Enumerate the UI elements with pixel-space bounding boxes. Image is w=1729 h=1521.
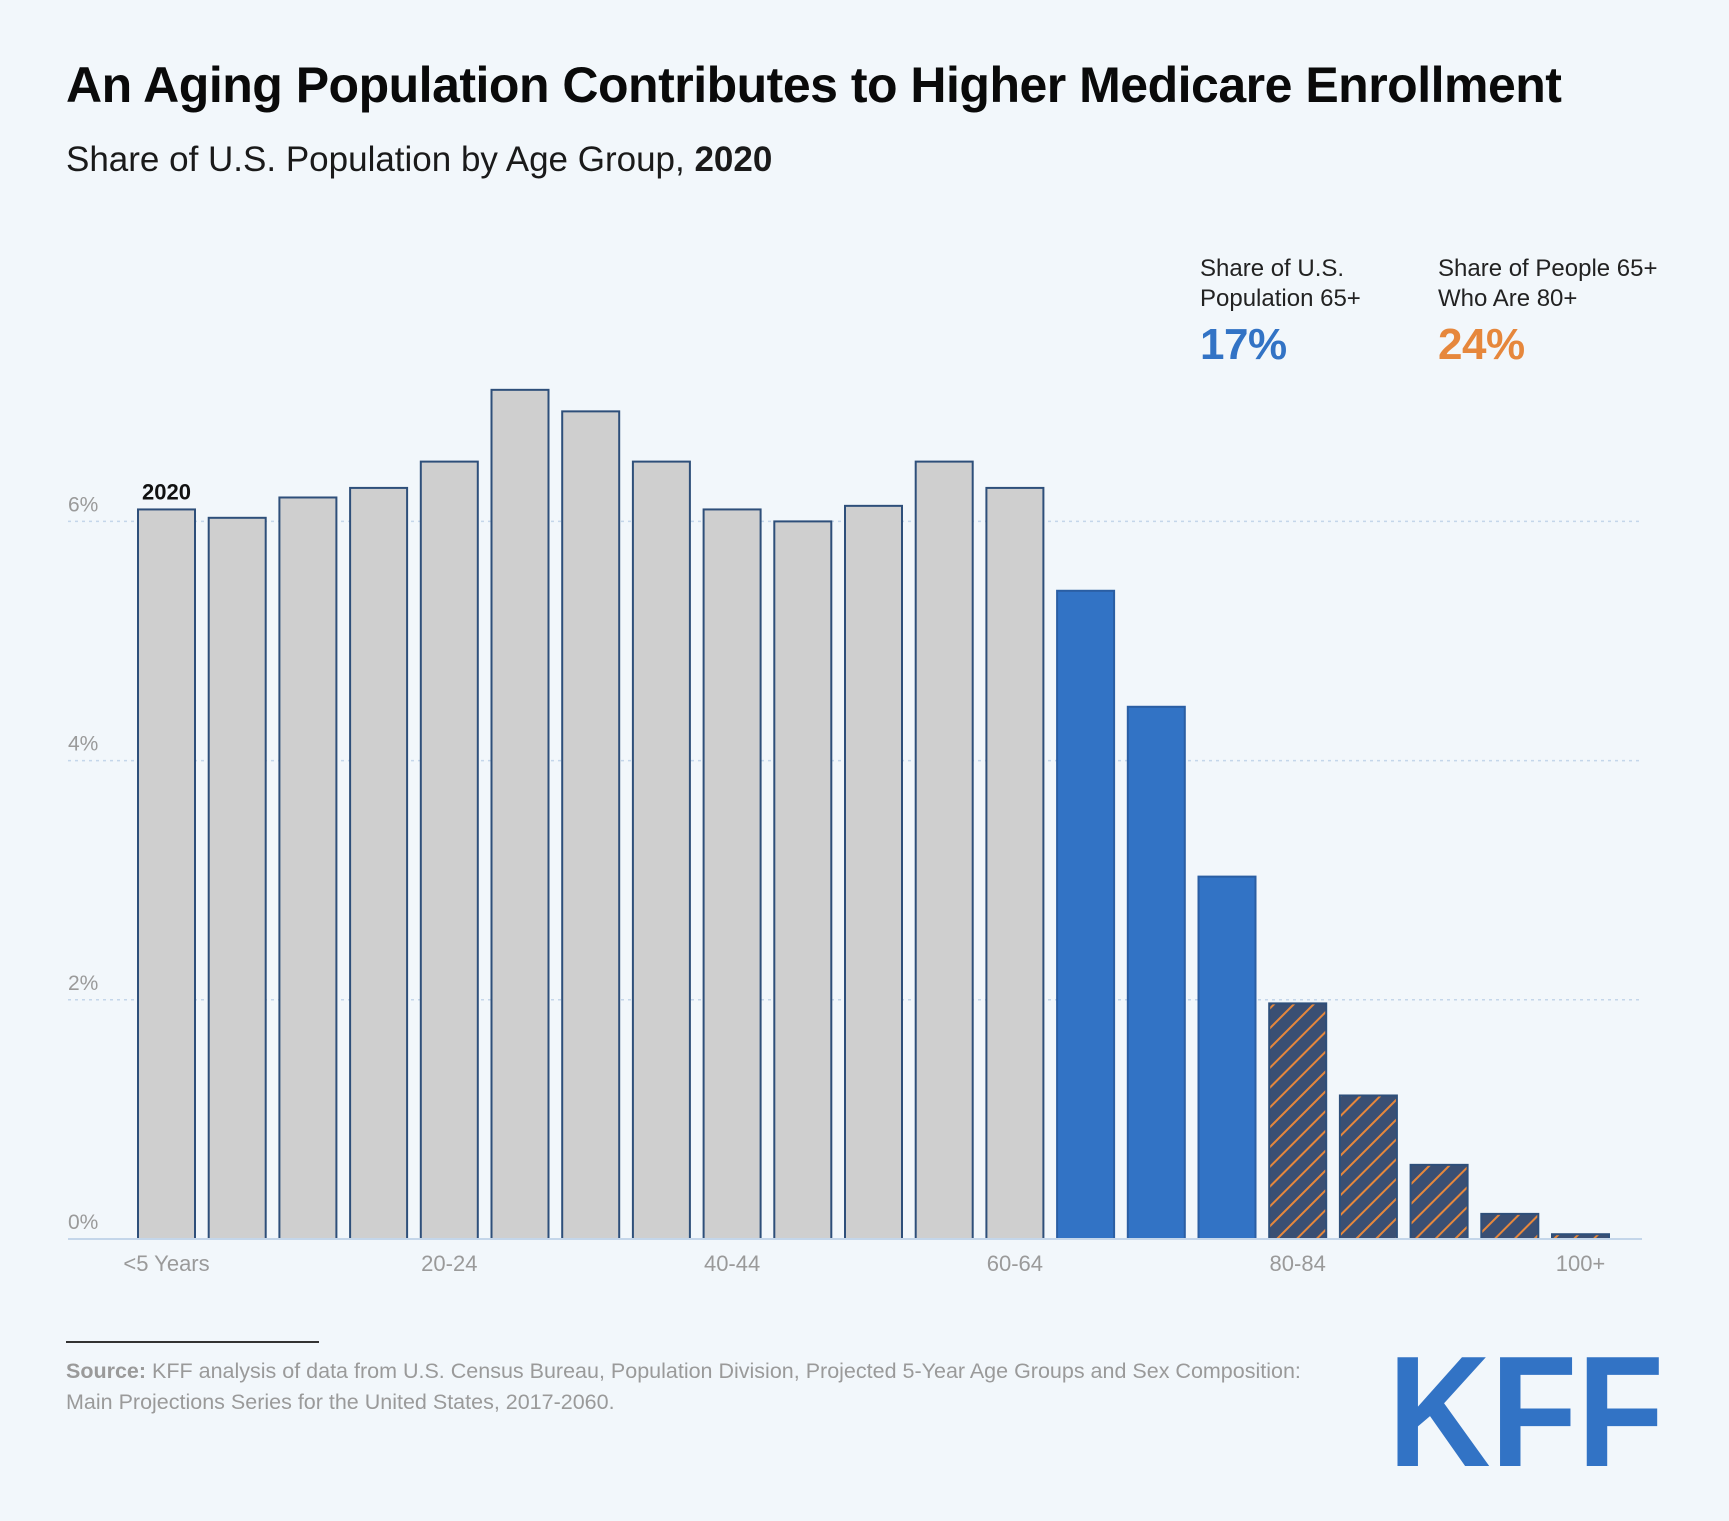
subtitle-text: Share of U.S. Population by Age Group, [66, 140, 695, 179]
y-tick-label: 4% [68, 733, 98, 756]
x-tick-label: 20-24 [421, 1251, 477, 1276]
stat-label: Share of U.S. Population 65+ [1200, 255, 1361, 312]
chart-subtitle: Share of U.S. Population by Age Group, 2… [66, 140, 772, 180]
bar-85-89 [1338, 1094, 1398, 1240]
y-tick-label: 2% [68, 972, 98, 995]
x-tick-label: 100+ [1556, 1251, 1606, 1276]
bar-30-34 [561, 410, 621, 1241]
kff-logo-text: KFF [1388, 1350, 1664, 1474]
bar-10-14 [278, 496, 338, 1241]
bar-25-29 [490, 388, 550, 1240]
gridlines [68, 520, 1642, 1001]
x-tick-label: <5 Years [123, 1251, 209, 1276]
bar-20-24 [419, 460, 479, 1241]
stat-population-65plus: Share of U.S. Population 65+ 17% [1200, 254, 1361, 370]
bar-chart: 0% 2% 4% 6% 2020 <5 Years 20-24 40-44 60-64 80-… [68, 388, 1642, 1276]
bar-55-59 [914, 460, 974, 1241]
bar-75-79 [1197, 875, 1257, 1240]
bar-annotation: 2020 [142, 479, 191, 504]
bar-80-84 [1268, 1002, 1328, 1240]
x-axis-labels: <5 Years 20-24 40-44 60-64 80-84 100+ [123, 1251, 1605, 1276]
bar-70-74 [1126, 705, 1186, 1240]
bar-15-19 [349, 486, 409, 1240]
kff-logo: KFF [1388, 1350, 1664, 1474]
bar-35-39 [631, 460, 691, 1241]
bar-95-99 [1480, 1212, 1540, 1241]
y-axis-labels: 0% 2% 4% 6% [68, 493, 98, 1234]
subtitle-year: 2020 [694, 140, 773, 179]
stat-value: 24% [1438, 320, 1525, 369]
source-divider [66, 1341, 319, 1343]
bar-40-44 [702, 508, 762, 1240]
bar-50-54 [844, 504, 903, 1240]
y-tick-label: 6% [68, 493, 98, 516]
x-tick-label: 60-64 [987, 1251, 1043, 1276]
bar-90-94 [1409, 1163, 1469, 1241]
source-note: Source: KFF analysis of data from U.S. C… [66, 1356, 1316, 1418]
stat-65plus-who-are-80plus: Share of People 65+ Who Are 80+ 24% [1438, 254, 1658, 370]
source-text: KFF analysis of data from U.S. Census Bu… [66, 1359, 1301, 1414]
bar-45-49 [773, 520, 833, 1240]
x-tick-label: 80-84 [1270, 1251, 1326, 1276]
bar-5-years [137, 508, 196, 1240]
x-tick-label: 40-44 [704, 1251, 760, 1276]
bar-60-64 [985, 486, 1045, 1240]
y-tick-label: 0% [68, 1211, 98, 1234]
stat-label: Share of People 65+ Who Are 80+ [1438, 255, 1658, 312]
chart-title: An Aging Population Contributes to Highe… [66, 57, 1562, 113]
bars: 2020 [68, 388, 1642, 1241]
bar-65-69 [1056, 589, 1116, 1240]
bar-5-9 [207, 516, 267, 1240]
source-label: Source: [66, 1359, 147, 1383]
stat-value: 17% [1200, 320, 1287, 369]
